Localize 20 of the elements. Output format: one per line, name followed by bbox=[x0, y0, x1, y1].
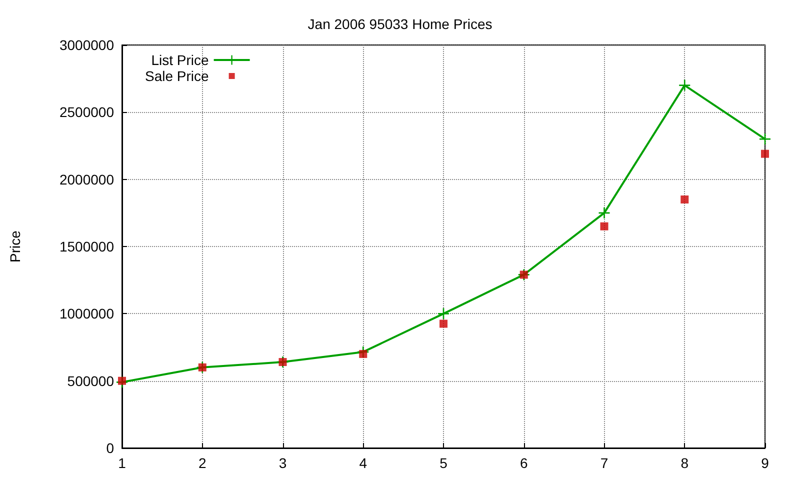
x-tick-label: 5 bbox=[440, 455, 448, 471]
y-tick-label: 2500000 bbox=[59, 104, 114, 120]
y-tick-label: 1500000 bbox=[59, 238, 114, 254]
x-tick-label: 7 bbox=[600, 455, 608, 471]
x-tick-label: 8 bbox=[680, 455, 689, 471]
x-tick-label: 2 bbox=[198, 455, 206, 471]
legend-label: List Price bbox=[151, 52, 210, 68]
y-axis-title: Price bbox=[7, 230, 23, 262]
y-tick-label: 3000000 bbox=[59, 37, 114, 53]
x-tick-label: 4 bbox=[359, 455, 368, 471]
chart-title: Jan 2006 95033 Home Prices bbox=[308, 16, 492, 32]
y-tick-label: 500000 bbox=[67, 372, 114, 389]
x-tick-label: 1 bbox=[118, 455, 126, 471]
legend-label: Sale Price bbox=[144, 68, 210, 84]
x-tick-label: 9 bbox=[761, 455, 770, 471]
y-tick-label: 1000000 bbox=[59, 306, 114, 322]
x-tick-label: 6 bbox=[520, 455, 528, 471]
x-tick-label: 3 bbox=[278, 455, 287, 471]
y-tick-label: 0 bbox=[106, 440, 114, 456]
y-tick-label: 2000000 bbox=[59, 171, 114, 188]
